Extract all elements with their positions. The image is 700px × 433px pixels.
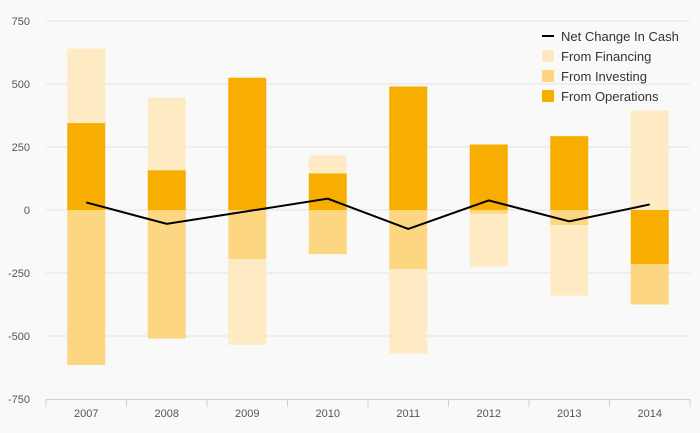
bar-segment (147, 170, 186, 210)
bar-segment (630, 210, 669, 265)
bar-segment (228, 77, 267, 210)
bar-segment (308, 155, 347, 174)
bar-segment (147, 97, 186, 171)
x-tick-label: 2012 (477, 408, 501, 420)
y-tick-label: -750 (8, 394, 30, 406)
legend-swatch (542, 50, 554, 62)
bar-segment (630, 110, 669, 210)
bar-segment (550, 136, 589, 210)
legend-label: From Operations (561, 89, 659, 104)
bar-segment (389, 269, 428, 354)
x-tick-label: 2009 (235, 408, 259, 420)
x-tick-label: 2014 (638, 408, 662, 420)
x-tick-label: 2013 (557, 408, 581, 420)
legend-swatch (542, 90, 554, 102)
bar-segment (147, 210, 186, 339)
bar-segment (308, 210, 347, 255)
net-change-line (85, 197, 650, 230)
net-change-line-layer (85, 197, 650, 230)
y-tick-label: -500 (8, 331, 30, 343)
bar-segment (389, 86, 428, 210)
legend-label: Net Change In Cash (561, 29, 679, 44)
axes: 750 500 250 0 -250 -500 -750 2007 2008 2009 2010 20… (8, 16, 691, 420)
bars (67, 48, 669, 365)
x-tick-label: 2010 (316, 408, 340, 420)
bar-segment (469, 144, 508, 210)
bar-segment (67, 48, 106, 124)
bar-segment (469, 213, 508, 267)
bar-segment (228, 259, 267, 345)
legend-label: From Investing (561, 69, 647, 84)
y-tick-label: -250 (8, 268, 30, 280)
legend-label: From Financing (561, 49, 651, 64)
bar-segment (550, 210, 589, 226)
bar-segment (630, 264, 669, 305)
x-tick-label: 2008 (155, 408, 179, 420)
bar-segment (389, 210, 428, 270)
y-tick-label: 250 (12, 142, 30, 154)
y-tick-label: 750 (12, 16, 30, 28)
bar-segment (67, 123, 106, 210)
y-tick-label: 0 (24, 205, 30, 217)
x-tick-label: 2011 (396, 408, 420, 420)
bar-segment (228, 210, 267, 260)
bar-segment (550, 225, 589, 296)
bar-segment (469, 210, 508, 214)
x-tick-label: 2007 (74, 408, 98, 420)
bar-segment (67, 210, 106, 365)
legend-swatch (542, 70, 554, 82)
y-tick-label: 500 (12, 79, 30, 91)
legend: Net Change In Cash From Financing From Inv… (542, 29, 679, 104)
